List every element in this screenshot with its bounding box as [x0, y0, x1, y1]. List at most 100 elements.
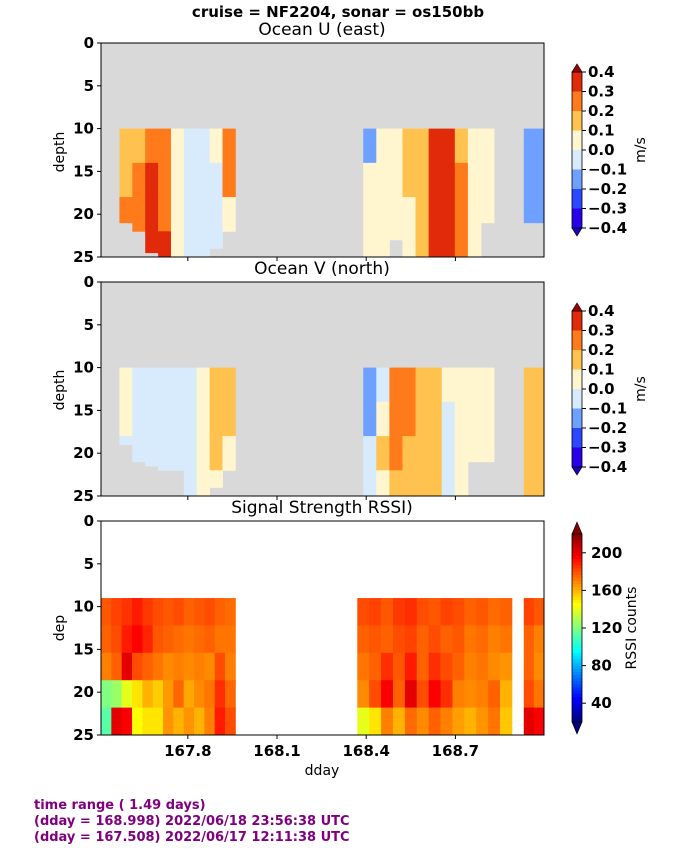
colorbar-tick-label: 0.1	[588, 361, 615, 379]
colorbar-band	[572, 612, 582, 616]
data-cell	[183, 470, 198, 497]
data-cell	[222, 401, 236, 437]
colorbar-band	[572, 693, 582, 698]
colorbar-band	[572, 656, 582, 660]
data-cell	[523, 707, 535, 736]
data-cell	[357, 652, 370, 681]
data-cell	[415, 128, 430, 164]
data-cell	[452, 707, 465, 736]
colorbar-band	[572, 543, 582, 548]
data-cell	[440, 707, 453, 736]
data-cell	[440, 598, 453, 626]
data-cell	[152, 652, 164, 681]
data-cell	[428, 625, 441, 654]
data-cell	[369, 625, 382, 654]
data-cell	[209, 162, 223, 198]
colorbar-tick-label: 0.3	[588, 83, 615, 101]
colorbar-band	[572, 546, 582, 551]
data-cell	[170, 401, 185, 437]
colorbar-0: −0.4−0.3 −0.2−0.1 0.00.1 0.20.3 0.4	[571, 63, 627, 237]
data-cell	[404, 707, 418, 736]
data-cell	[209, 231, 223, 249]
colorbar-band	[572, 643, 582, 648]
data-cell	[214, 652, 226, 681]
colorbar-band	[572, 599, 582, 604]
colorbar-band	[572, 615, 582, 620]
data-cell	[152, 598, 164, 626]
data-cell	[533, 707, 545, 736]
data-cell	[152, 707, 164, 736]
data-cell	[488, 707, 501, 736]
colorbar-band	[572, 649, 582, 654]
colorbar-tick-label: 120	[591, 619, 622, 637]
data-cell	[533, 367, 545, 403]
data-cell	[132, 680, 143, 709]
data-cell	[163, 652, 174, 681]
data-cell	[183, 162, 198, 198]
data-cell	[209, 367, 223, 403]
data-cell	[173, 625, 185, 654]
data-cell	[119, 128, 133, 164]
colorbar-band	[572, 624, 582, 629]
data-cell	[369, 680, 382, 709]
data-cell	[121, 707, 133, 736]
data-cell	[476, 652, 489, 681]
data-cell	[389, 128, 403, 164]
colorbar-band	[572, 408, 582, 428]
colorbar-band	[572, 668, 582, 673]
colorbar-band	[572, 389, 582, 409]
data-cell	[452, 652, 465, 681]
data-cell	[464, 652, 477, 681]
data-cell	[416, 652, 430, 681]
colorbar-2: 40 80 120 160 200	[571, 521, 622, 735]
data-cell	[467, 367, 482, 403]
data-cell	[441, 470, 456, 497]
data-cell	[476, 680, 489, 709]
data-cell	[376, 401, 390, 437]
colorbar-band	[572, 150, 582, 170]
y-tick-label: 5	[84, 316, 94, 334]
data-cell	[132, 598, 143, 626]
data-cell	[533, 197, 545, 224]
colorbar-band	[572, 684, 582, 689]
data-cell	[464, 707, 477, 736]
data-cell	[392, 652, 406, 681]
data-cell	[101, 707, 112, 736]
data-cell	[369, 652, 382, 681]
data-cell	[225, 680, 236, 709]
colorbar-band	[572, 678, 582, 682]
y-tick-label: 0	[84, 512, 94, 530]
data-cell	[183, 367, 198, 403]
colorbar-extend-low	[571, 466, 583, 476]
colorbar-tick-label: 0.2	[588, 102, 615, 120]
colorbar-tick-label: 0.4	[588, 63, 615, 81]
panel-title-ocean-u: Ocean U (east)	[258, 20, 385, 40]
data-cell	[196, 231, 211, 258]
data-cell	[222, 162, 236, 198]
data-cell	[119, 367, 133, 403]
data-cell	[357, 680, 370, 709]
panel-title-ocean-v: Ocean V (north)	[254, 259, 390, 279]
colorbar-tick-label: 0.0	[588, 141, 615, 159]
data-cell	[454, 128, 469, 164]
colorbar-tick-label: 0.0	[588, 380, 615, 398]
data-cell	[142, 707, 154, 736]
data-cell	[441, 231, 456, 258]
colorbar-band	[572, 621, 582, 626]
data-cell	[523, 680, 535, 709]
data-cell	[533, 162, 545, 198]
data-cell	[454, 436, 469, 471]
colorbar-band	[572, 709, 582, 714]
data-cell	[452, 680, 465, 709]
data-cell	[204, 598, 216, 626]
data-cell	[145, 401, 159, 437]
data-cell	[389, 436, 403, 471]
data-cell	[183, 598, 195, 626]
data-cell	[454, 470, 469, 497]
data-cell	[132, 401, 146, 437]
data-cell	[363, 367, 377, 403]
colorbar-band	[572, 690, 582, 695]
colorbar-band	[572, 540, 582, 544]
data-cell	[454, 401, 469, 437]
data-cell	[222, 436, 236, 471]
